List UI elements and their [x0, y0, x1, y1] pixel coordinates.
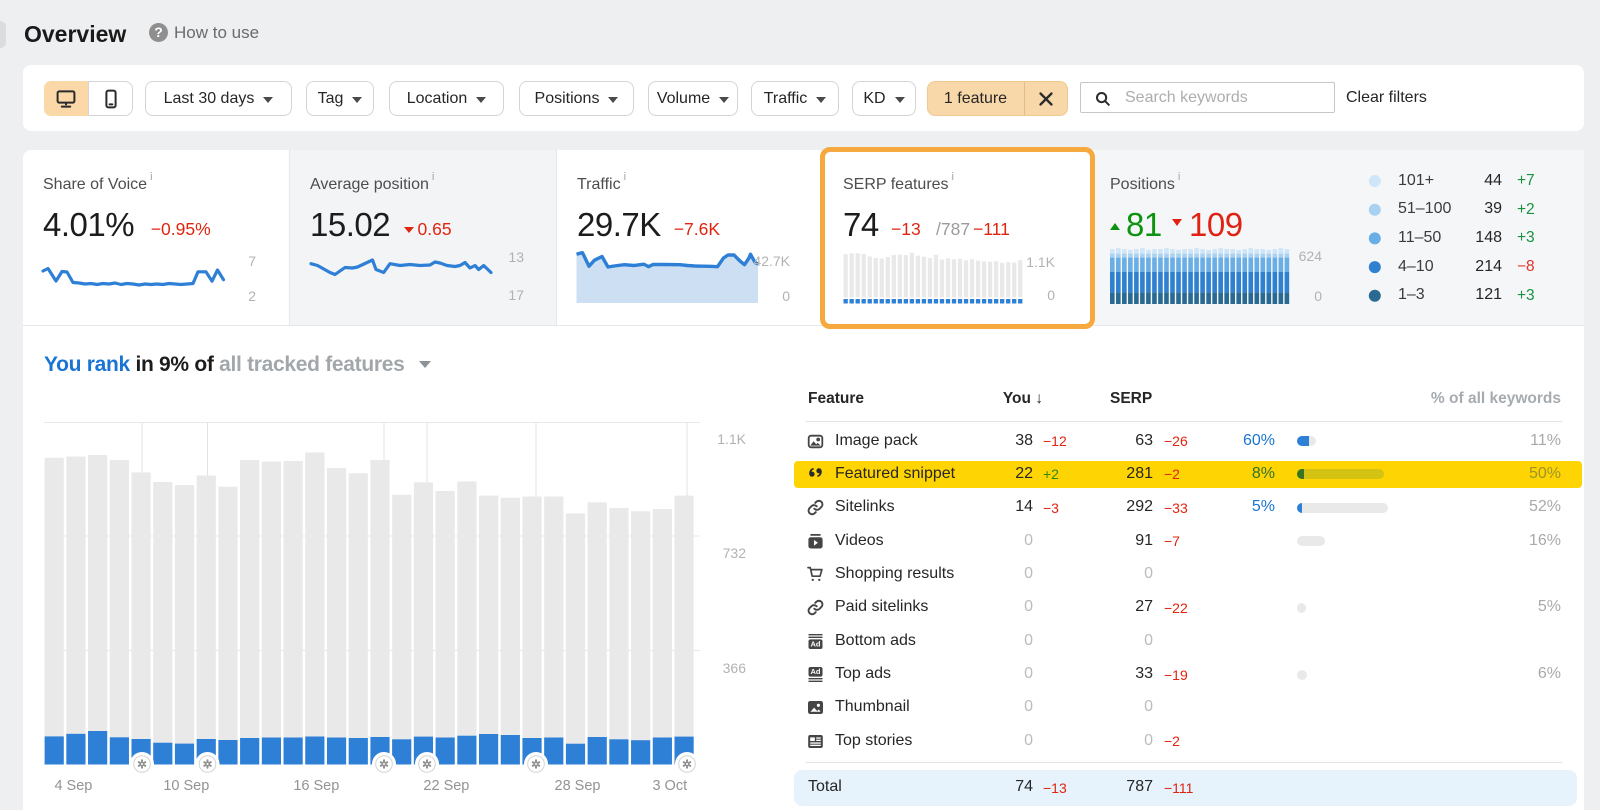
svg-text:Ad: Ad: [811, 639, 821, 648]
svg-text:Ad: Ad: [811, 667, 821, 676]
